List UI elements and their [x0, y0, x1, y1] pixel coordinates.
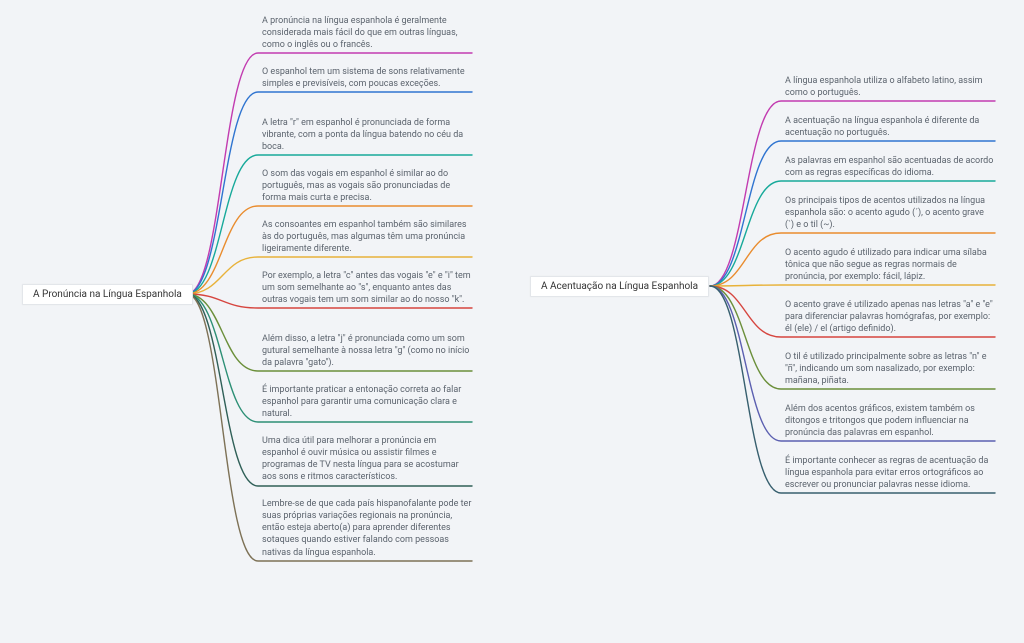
- leaf-text: O acento grave é utilizado apenas nas le…: [785, 300, 993, 334]
- leaf-text: Lembre-se de que cada país hispanofalant…: [262, 499, 471, 558]
- leaf-text: A acentuação na língua espanhola é difer…: [785, 116, 979, 138]
- leaf-text: O acento agudo é utilizado para indicar …: [785, 248, 987, 282]
- leaf-node[interactable]: É importante praticar a entonação corret…: [262, 384, 472, 420]
- leaf-node[interactable]: É importante conhecer as regras de acent…: [785, 455, 995, 491]
- leaf-text: Por exemplo, a letra "c" antes das vogai…: [262, 271, 471, 305]
- leaf-node[interactable]: O acento grave é utilizado apenas nas le…: [785, 299, 995, 335]
- leaf-node[interactable]: O espanhol tem um sistema de sons relati…: [262, 66, 472, 90]
- leaf-node[interactable]: Por exemplo, a letra "c" antes das vogai…: [262, 270, 472, 306]
- leaf-node[interactable]: O acento agudo é utilizado para indicar …: [785, 247, 995, 283]
- leaf-node[interactable]: Além dos acentos gráficos, existem també…: [785, 403, 995, 439]
- leaf-text: Além dos acentos gráficos, existem també…: [785, 404, 975, 438]
- root-label: A Acentuação na Língua Espanhola: [541, 281, 698, 292]
- leaf-node[interactable]: As palavras em espanhol são acentuadas d…: [785, 155, 995, 179]
- leaf-text: O espanhol tem um sistema de sons relati…: [262, 67, 465, 89]
- root-node[interactable]: A Acentuação na Língua Espanhola: [530, 276, 709, 297]
- leaf-node[interactable]: Uma dica útil para melhorar a pronúncia …: [262, 435, 472, 484]
- leaf-node[interactable]: A letra "r" em espanhol é pronunciada de…: [262, 117, 472, 153]
- root-label: A Pronúncia na Língua Espanhola: [33, 289, 182, 300]
- leaf-text: É importante praticar a entonação corret…: [262, 385, 461, 419]
- leaf-text: Uma dica útil para melhorar a pronúncia …: [262, 436, 459, 482]
- root-node[interactable]: A Pronúncia na Língua Espanhola: [22, 284, 193, 305]
- leaf-node[interactable]: A língua espanhola utiliza o alfabeto la…: [785, 75, 995, 99]
- leaf-text: O som das vogais em espanhol é similar a…: [262, 169, 450, 203]
- leaf-node[interactable]: A acentuação na língua espanhola é difer…: [785, 115, 995, 139]
- mindmap-canvas: A Pronúncia na Língua Espanhola A pronúnc…: [0, 0, 1024, 643]
- leaf-node[interactable]: Lembre-se de que cada país hispanofalant…: [262, 498, 472, 559]
- leaf-node[interactable]: As consoantes em espanhol também são sim…: [262, 219, 472, 255]
- leaf-text: As palavras em espanhol são acentuadas d…: [785, 156, 993, 178]
- leaf-node[interactable]: A pronúncia na língua espanhola é geralm…: [262, 15, 472, 51]
- leaf-node[interactable]: O som das vogais em espanhol é similar a…: [262, 168, 472, 204]
- leaf-text: O til é utilizado principalmente sobre a…: [785, 352, 986, 386]
- leaf-node[interactable]: O til é utilizado principalmente sobre a…: [785, 351, 995, 387]
- leaf-node[interactable]: Além disso, a letra "j" é pronunciada co…: [262, 333, 472, 369]
- leaf-node[interactable]: Os principais tipos de acentos utilizado…: [785, 195, 995, 231]
- leaf-text: Além disso, a letra "j" é pronunciada co…: [262, 334, 469, 368]
- leaf-text: A letra "r" em espanhol é pronunciada de…: [262, 118, 463, 152]
- leaf-text: Os principais tipos de acentos utilizado…: [785, 196, 985, 230]
- leaf-text: As consoantes em espanhol também são sim…: [262, 220, 467, 254]
- leaf-text: É importante conhecer as regras de acent…: [785, 456, 988, 490]
- leaf-text: A língua espanhola utiliza o alfabeto la…: [785, 76, 983, 98]
- leaf-text: A pronúncia na língua espanhola é geralm…: [262, 16, 458, 50]
